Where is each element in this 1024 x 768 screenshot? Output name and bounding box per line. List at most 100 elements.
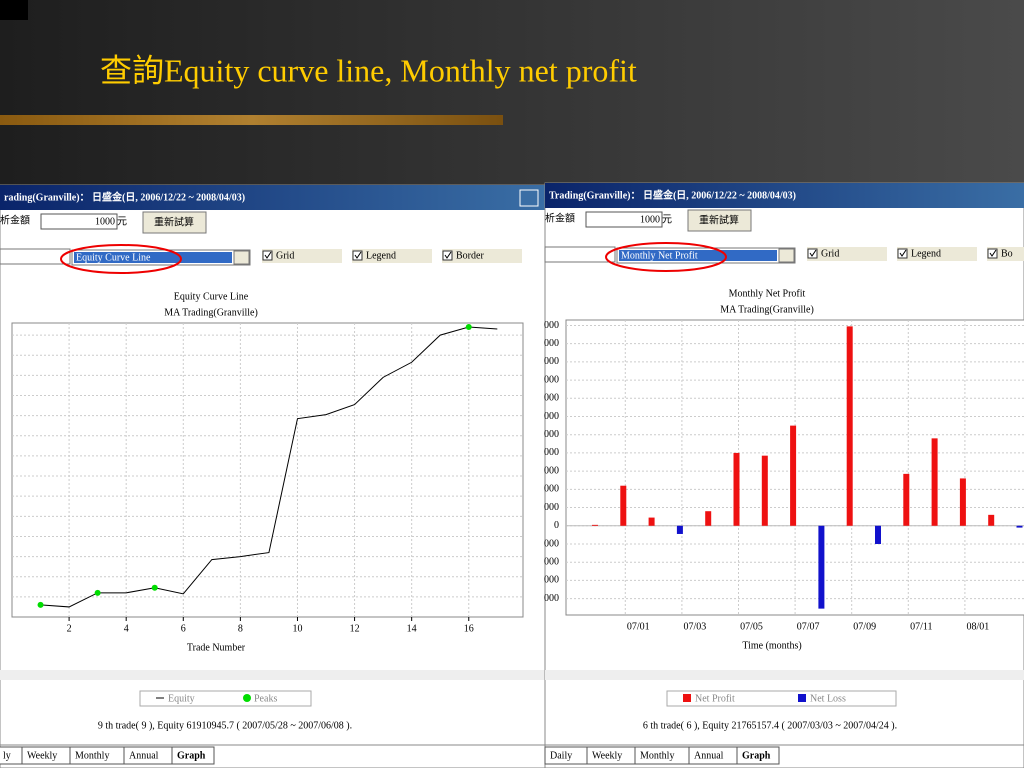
dropdown-value: Equity Curve Line <box>76 252 151 263</box>
bar <box>648 517 655 526</box>
x-tick-label: 4 <box>124 623 129 634</box>
tab[interactable] <box>171 746 215 765</box>
tab[interactable] <box>736 746 780 765</box>
check <box>444 251 452 259</box>
x-axis-label: Trade Number <box>187 642 246 653</box>
legend-label: Equity <box>168 693 195 704</box>
tab-label: Monthly <box>640 750 674 761</box>
legend-area <box>0 670 545 680</box>
checkbox[interactable] <box>352 250 363 261</box>
check <box>264 251 272 259</box>
checkbox-label: Border <box>456 250 484 261</box>
dropdown-arrow[interactable] <box>778 248 795 263</box>
equity-line <box>40 326 498 608</box>
recalc-button[interactable] <box>687 209 752 232</box>
x-tick-label: 2 <box>67 623 72 634</box>
bar <box>790 425 797 526</box>
checkbox-row <box>352 249 432 263</box>
checkbox[interactable] <box>897 248 908 259</box>
y-tick-label: 000 <box>544 356 559 367</box>
y-tick-label: 000 <box>544 338 559 349</box>
legend <box>139 690 312 707</box>
checkbox[interactable] <box>987 248 998 259</box>
peak-point <box>94 589 101 596</box>
bar <box>1016 525 1023 528</box>
x-tick-label: 07/09 <box>853 621 876 632</box>
tab-label: Weekly <box>592 750 622 761</box>
dropdown-value: Monthly Net Profit <box>621 250 698 261</box>
amount-input[interactable] <box>585 211 663 228</box>
chart-subtitle: MA Trading(Granville) <box>164 307 258 318</box>
check <box>989 249 997 257</box>
x-axis-label: Time (months) <box>742 640 801 651</box>
y-tick-label: 000 <box>544 429 559 440</box>
x-tick-label: 08/01 <box>967 621 990 632</box>
window-title: Trading(Granville)： 日盛金(日, 2006/12/22 ~ … <box>549 188 796 201</box>
checkbox-label: Grid <box>821 248 839 259</box>
combo-left[interactable] <box>0 248 71 265</box>
chart-title: Monthly Net Profit <box>729 288 806 299</box>
bar <box>903 473 910 526</box>
recalc-button[interactable] <box>142 211 207 234</box>
bar <box>761 455 768 526</box>
y-tick-label: 000 <box>544 556 559 567</box>
y-tick-label: 000 <box>544 575 559 586</box>
y-tick-label: 000 <box>544 465 559 476</box>
checkbox-row <box>442 249 522 263</box>
tab-label: Graph <box>742 750 771 761</box>
bar <box>988 514 995 526</box>
checkbox-label: Legend <box>366 250 396 261</box>
dropdown-selected <box>74 252 232 263</box>
slide-title: 查詢Equity curve line, Monthly net profit <box>100 52 637 88</box>
legend-label: Peaks <box>254 693 277 704</box>
x-tick-label: 6 <box>181 623 186 634</box>
legend <box>666 690 897 707</box>
legend-area <box>545 670 1024 680</box>
checkbox[interactable] <box>807 248 818 259</box>
checkbox[interactable] <box>262 250 273 261</box>
check <box>354 251 362 259</box>
amount-input[interactable] <box>40 213 118 230</box>
dropdown-arrow[interactable] <box>233 250 250 265</box>
checkbox-label: Legend <box>911 248 941 259</box>
combo-left[interactable] <box>544 246 616 263</box>
legend-label: Net Loss <box>810 693 846 704</box>
y-tick-label: 000 <box>544 411 559 422</box>
y-tick-label: 000 <box>544 393 559 404</box>
tab-label: Weekly <box>27 750 57 761</box>
bar <box>676 525 683 534</box>
amount-label: 析金額 <box>545 211 575 224</box>
y-tick-label: 000 <box>544 320 559 331</box>
checkbox[interactable] <box>442 250 453 261</box>
amount-value: 1000 <box>95 216 115 227</box>
y-tick-label: 0 <box>554 520 559 531</box>
x-tick-label: 16 <box>464 623 474 634</box>
bar <box>846 326 853 526</box>
x-tick-label: 07/11 <box>910 621 932 632</box>
x-tick-label: 8 <box>238 623 243 634</box>
bar <box>959 478 966 526</box>
legend-label: Net Profit <box>695 693 735 704</box>
highlight-ellipse <box>605 242 727 272</box>
tab-label: Graph <box>177 750 206 761</box>
y-tick-label: 000 <box>544 374 559 385</box>
bar <box>592 524 598 526</box>
legend-swatch <box>683 694 691 702</box>
x-tick-label: 12 <box>350 623 360 634</box>
chart-subtitle: MA Trading(Granville) <box>720 304 814 315</box>
peak-point <box>151 584 158 591</box>
window-title: rading(Granville)： 日盛金(日, 2006/12/22 ~ 2… <box>4 190 245 203</box>
title-bar <box>0 185 545 210</box>
tab-label: Daily <box>550 750 572 761</box>
x-tick-label: 07/01 <box>627 621 650 632</box>
amount-label: 析金額 <box>0 213 30 226</box>
bar <box>733 452 740 526</box>
check <box>809 249 817 257</box>
x-tick-label: 07/07 <box>797 621 820 632</box>
plot-area <box>11 322 524 618</box>
x-tick-label: 07/03 <box>684 621 707 632</box>
bar <box>875 525 881 544</box>
minimize-button[interactable] <box>519 189 539 207</box>
tab-label: ly <box>3 750 11 761</box>
tab-label: Monthly <box>75 750 109 761</box>
